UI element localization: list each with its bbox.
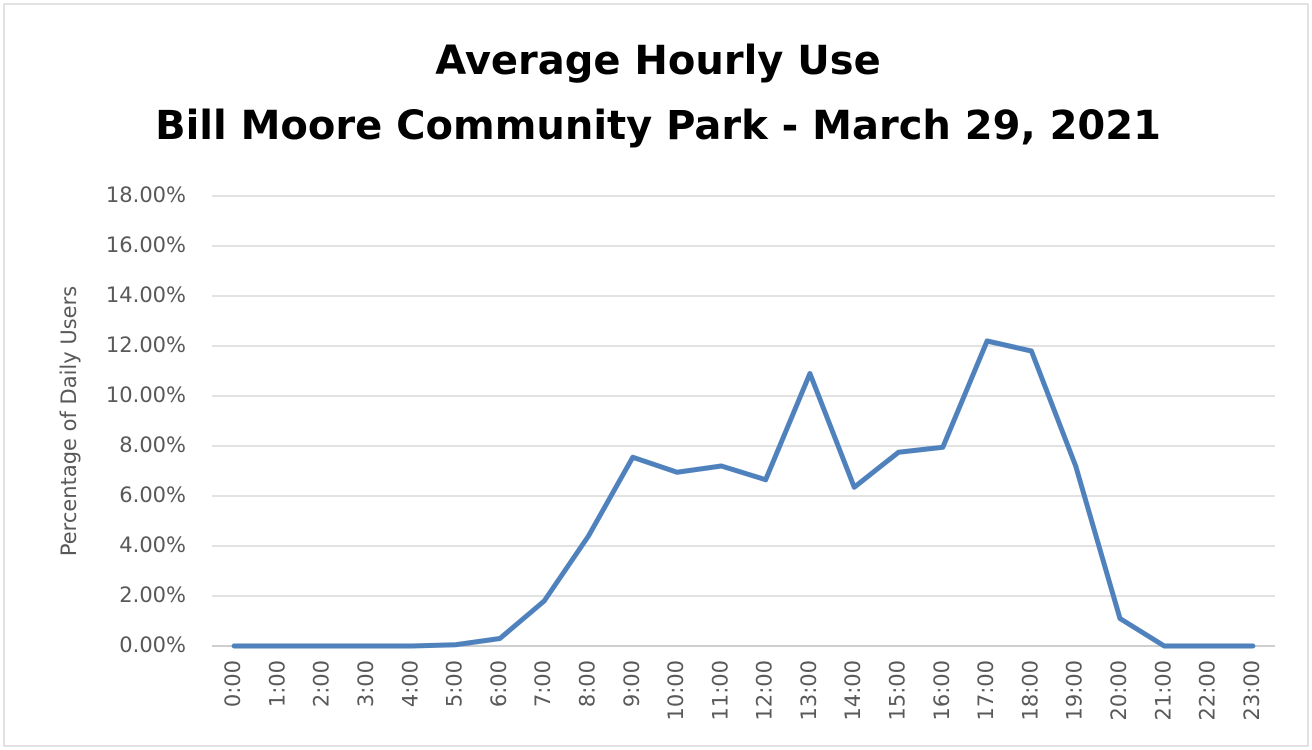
x-tick-label: 8:00 bbox=[575, 660, 599, 707]
y-tick-label: 14.00% bbox=[106, 283, 186, 307]
chart-border bbox=[3, 3, 1309, 747]
x-tick-label: 18:00 bbox=[1018, 660, 1042, 721]
y-tick-label: 0.00% bbox=[119, 633, 186, 657]
x-tick-label: 14:00 bbox=[841, 660, 865, 721]
x-tick-label: 4:00 bbox=[398, 660, 422, 707]
x-tick-label: 10:00 bbox=[664, 660, 688, 721]
x-tick-label: 9:00 bbox=[620, 660, 644, 707]
y-tick-label: 6.00% bbox=[119, 483, 186, 507]
x-tick-label: 5:00 bbox=[443, 660, 467, 707]
y-tick-label: 4.00% bbox=[119, 533, 186, 557]
y-tick-label: 8.00% bbox=[119, 433, 186, 457]
x-tick-label: 20:00 bbox=[1107, 660, 1131, 721]
chart-title: Average Hourly Use bbox=[435, 38, 880, 84]
x-tick-label: 23:00 bbox=[1240, 660, 1264, 721]
x-tick-label: 6:00 bbox=[487, 660, 511, 707]
y-tick-label: 10.00% bbox=[106, 383, 186, 407]
y-tick-label: 2.00% bbox=[119, 583, 186, 607]
y-axis-label: Percentage of Daily Users bbox=[57, 286, 81, 556]
x-tick-label: 22:00 bbox=[1196, 660, 1220, 721]
line-series bbox=[231, 338, 1256, 649]
x-tick-label: 15:00 bbox=[886, 660, 910, 721]
x-tick-label: 12:00 bbox=[753, 660, 777, 721]
x-tick-label: 19:00 bbox=[1063, 660, 1087, 721]
x-tick-label: 13:00 bbox=[797, 660, 821, 721]
x-tick-label: 17:00 bbox=[974, 660, 998, 721]
x-tick-label: 1:00 bbox=[265, 660, 289, 707]
x-tick-label: 3:00 bbox=[354, 660, 378, 707]
x-tick-label: 16:00 bbox=[930, 660, 954, 721]
y-tick-label: 12.00% bbox=[106, 333, 186, 357]
chart-subtitle: Bill Moore Community Park - March 29, 20… bbox=[155, 103, 1161, 149]
x-tick-label: 21:00 bbox=[1151, 660, 1175, 721]
x-tick-label: 2:00 bbox=[310, 660, 334, 707]
x-tick-label: 0:00 bbox=[221, 660, 245, 707]
x-tick-label: 7:00 bbox=[531, 660, 555, 707]
x-tick-label: 11:00 bbox=[708, 660, 732, 721]
y-tick-label: 16.00% bbox=[106, 233, 186, 257]
y-tick-label: 18.00% bbox=[106, 183, 186, 207]
